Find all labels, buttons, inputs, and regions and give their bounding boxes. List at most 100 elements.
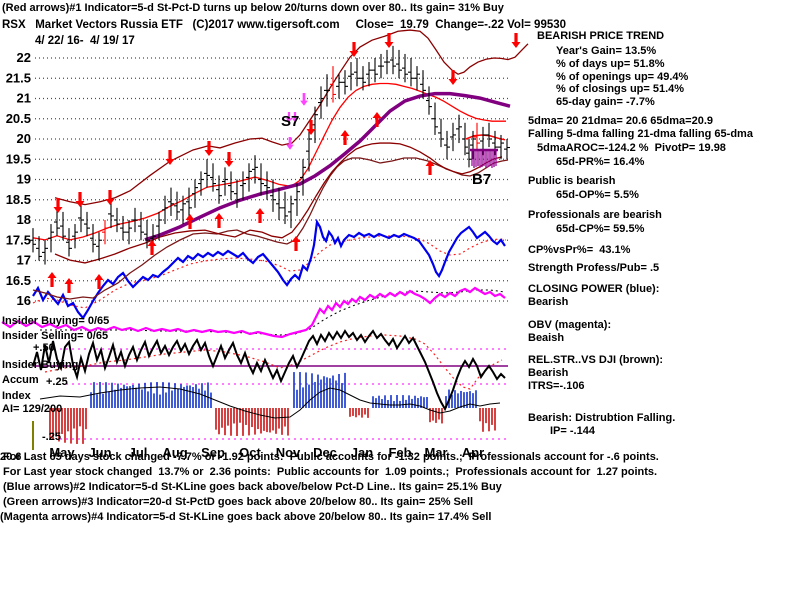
left-axis-label: Index bbox=[2, 390, 31, 402]
left-axis-label: +.50 bbox=[33, 342, 55, 354]
sell-arrow-icon bbox=[300, 93, 308, 106]
footer-legend-line: (Magenta arrows)#4 Indicator=5-d St-KLin… bbox=[0, 511, 492, 523]
month-label: Oct bbox=[239, 445, 261, 460]
legend-red-arrows-line: (Red arrows)#1 Indicator=5-d St-Pct-D tu… bbox=[2, 2, 504, 14]
candlesticks bbox=[30, 45, 510, 265]
right-panel-stat: 65d-OP%= 5.5% bbox=[556, 189, 639, 201]
sell-arrow-icon bbox=[224, 152, 234, 167]
dma65-line bbox=[144, 91, 511, 242]
closing-power-line bbox=[32, 218, 506, 320]
right-panel-stat: % of days up= 51.8% bbox=[556, 58, 665, 70]
price-tick-label: 17 bbox=[17, 253, 31, 268]
obv-line bbox=[1, 286, 506, 339]
buy-arrow-icon bbox=[64, 278, 74, 293]
footer-legend-line: (Blue arrows)#2 Indicator=5-d St-KLine g… bbox=[3, 481, 502, 493]
right-panel-stat: Strength Profess/Pub= .5 bbox=[528, 262, 660, 274]
right-panel-stat: % of closings up= 51.4% bbox=[556, 83, 685, 95]
price-tick-label: 18.5 bbox=[6, 192, 31, 207]
right-panel-stat: CLOSING POWER (blue): bbox=[528, 283, 660, 295]
price-tick-label: 20 bbox=[17, 131, 31, 146]
month-label: Sep bbox=[201, 445, 225, 460]
right-panel-stat: 65d-CP%= 59.5% bbox=[556, 223, 645, 235]
footer-legend-line: For Last 65 days stock changed -7.7% or … bbox=[3, 451, 659, 463]
right-panel-stat: 65-day gain= -7.7% bbox=[556, 96, 655, 108]
left-axis-label: Insider Buying= 0/65 bbox=[2, 315, 110, 327]
price-axis-labels: 22 21.5 21 20.5 20 19.5 19 18.5 18 17.5 17 16.5 16 bbox=[6, 50, 31, 308]
left-axis-label: +.25 bbox=[46, 376, 68, 388]
right-panel-stat: IP= -.144 bbox=[550, 425, 595, 437]
left-axis-label: Insider Buying bbox=[2, 359, 79, 371]
right-panel-stat: REL.STR..VS DJI (brown): bbox=[528, 354, 664, 366]
right-panel-stat: BEARISH PRICE TREND bbox=[537, 30, 665, 42]
buy-arrow-icon bbox=[47, 272, 57, 287]
sell-arrow-icon bbox=[306, 120, 316, 135]
sell-arrow-icon bbox=[384, 33, 394, 48]
accum-index-ma-line bbox=[44, 334, 503, 390]
left-axis-label: 20.6 bbox=[0, 451, 22, 463]
month-label: Jun bbox=[88, 445, 111, 460]
price-tick-label: 18 bbox=[17, 212, 31, 227]
sell-arrow-icon bbox=[349, 42, 359, 57]
price-tick-label: 19 bbox=[17, 172, 31, 187]
right-panel-stat: 65d-PR%= 16.4% bbox=[556, 156, 645, 168]
sell-arrow-icon bbox=[286, 137, 294, 150]
accum-histogram bbox=[49, 372, 496, 444]
price-tick-label: 21.5 bbox=[6, 70, 31, 85]
right-panel-stat: Professionals are bearish bbox=[528, 209, 662, 221]
right-panel-stat: Falling 5-dma falling 21-dma falling 65-… bbox=[528, 128, 753, 140]
sell-arrow-icon bbox=[204, 141, 214, 156]
right-panel-stat: Beaish bbox=[528, 332, 565, 344]
buy-arrow-icon bbox=[291, 236, 301, 251]
pivot-hatch-marker bbox=[470, 148, 498, 168]
month-label: Feb bbox=[388, 445, 411, 460]
left-axis-label: AI= 129/200 bbox=[2, 403, 63, 415]
footer-legend-line: (Green arrows)#3 Indicator=20-d St-PctD … bbox=[3, 496, 474, 508]
buy-arrow-icon bbox=[372, 112, 382, 127]
left-axis-label: -.25 bbox=[42, 431, 61, 443]
month-label: Apr bbox=[462, 445, 484, 460]
month-label: Dec bbox=[313, 445, 337, 460]
relative-strength-line bbox=[32, 157, 509, 300]
sell-arrow-icon bbox=[165, 150, 175, 165]
right-panel-stat: Public is bearish bbox=[528, 175, 616, 187]
right-panel-stat: Bearish: Distrubtion Falling. bbox=[528, 412, 676, 424]
right-panel-stat: % of openings up= 49.4% bbox=[556, 71, 689, 83]
mid-band-line bbox=[32, 82, 506, 241]
month-label: Mar bbox=[424, 445, 447, 460]
buy-arrow-icon bbox=[94, 274, 104, 289]
price-tick-label: 17.5 bbox=[6, 232, 31, 247]
month-label: May bbox=[49, 445, 75, 460]
right-panel-stat: Bearish bbox=[528, 367, 569, 379]
month-label: Nov bbox=[276, 445, 301, 460]
sell-arrow-icon bbox=[448, 70, 458, 85]
price-tick-label: 16 bbox=[17, 293, 31, 308]
buy-arrow-icon bbox=[214, 213, 224, 228]
sell-arrow-icon bbox=[105, 190, 115, 205]
right-panel-stat: OBV (magenta): bbox=[528, 319, 612, 331]
lower-band-line bbox=[54, 142, 503, 264]
footer-legend-line: For Last year stock changed 13.7% or 2.3… bbox=[3, 466, 658, 478]
price-tick-label: 21 bbox=[17, 91, 31, 106]
sell-arrow-icon bbox=[75, 192, 85, 207]
price-tick-label: 20.5 bbox=[6, 111, 31, 126]
signal-annotation: B7 bbox=[472, 171, 491, 188]
signal-arrows bbox=[47, 33, 521, 293]
sell-arrow-icon bbox=[53, 198, 63, 213]
month-label: Aug bbox=[162, 445, 187, 460]
sell-arrow-icon bbox=[291, 112, 299, 123]
signal-annotation: S7 bbox=[281, 113, 299, 130]
right-panel-stat: ITRS=-.106 bbox=[528, 380, 585, 392]
right-panel-stat: 5dmaAROC=-124.2 % PivotP= 19.98 bbox=[537, 142, 726, 154]
left-axis-label: Insider Selling= 0/65 bbox=[2, 330, 109, 342]
date-range: 4/ 22/ 16- 4/ 19/ 17 bbox=[35, 35, 135, 47]
histogram-ma-line bbox=[39, 386, 501, 419]
right-panel-stat: Year's Gain= 13.5% bbox=[556, 45, 657, 57]
month-label: Jul bbox=[129, 445, 148, 460]
month-label: Jan bbox=[351, 445, 373, 460]
buy-arrow-icon bbox=[185, 214, 195, 229]
right-panel-stat: 5dma= 20 21dma= 20.6 65dma=20.9 bbox=[528, 115, 713, 127]
closing-power-ma-line bbox=[32, 235, 507, 309]
left-axis-label: Accum bbox=[2, 374, 39, 386]
